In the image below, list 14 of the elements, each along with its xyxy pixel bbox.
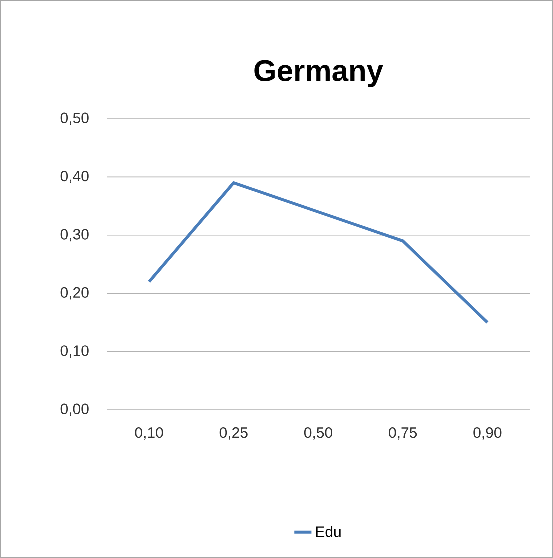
- line-series: [148, 182, 490, 324]
- y-tick-label: 0,10: [60, 346, 89, 358]
- x-tick-label: 0,90: [474, 428, 502, 440]
- x-tick-label: 0,25: [220, 428, 248, 440]
- y-tick-label: 0,20: [60, 287, 89, 300]
- x-tick-label: 0,75: [389, 428, 418, 440]
- x-tick-label: 0,50: [304, 428, 332, 440]
- y-tick-label: 0,40: [60, 171, 89, 184]
- legend-label: Edu: [316, 526, 341, 538]
- x-tick-label: 0,10: [135, 428, 164, 440]
- y-tick-label: 0,00: [60, 404, 89, 416]
- y-tick-label: 0,50: [60, 112, 89, 126]
- chart-title: Germany: [254, 60, 384, 88]
- y-tick-label: 0,30: [60, 229, 89, 242]
